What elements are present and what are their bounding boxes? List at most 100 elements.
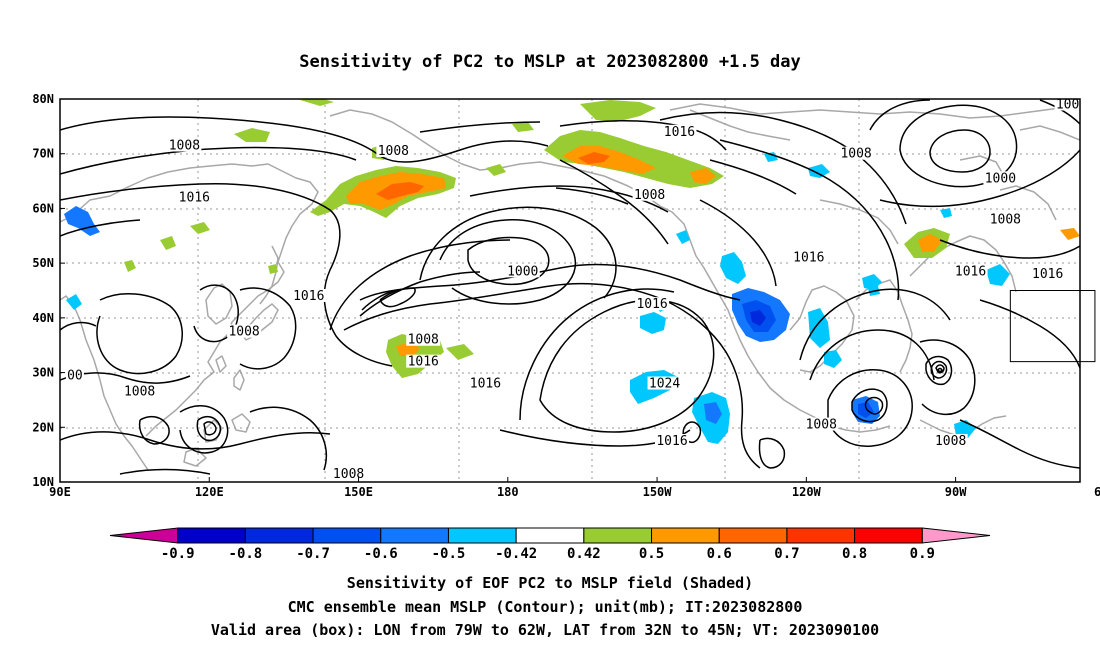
contour-label-bg xyxy=(1030,267,1065,281)
lat-tick-label: 10N xyxy=(32,475,54,489)
contour-label: 1008 xyxy=(378,144,409,159)
contour-label: 1016 xyxy=(408,355,439,370)
contour-labels: 1008 1008 1016 1016 1008 00 1008 1008 1016 1008 10… xyxy=(65,97,1080,482)
caption-line-3: Valid area (box): LON from 79W to 62W, L… xyxy=(211,621,879,639)
contour-label: 1016 xyxy=(636,297,667,312)
colorbar-swatch xyxy=(447,527,517,544)
contour-label-bg xyxy=(227,324,262,338)
contour-label-bg xyxy=(655,433,689,447)
colorbar-swatch xyxy=(177,527,246,544)
coastlines xyxy=(60,103,1080,471)
lat-tick-label: 40N xyxy=(32,311,54,325)
colorbar-swatch xyxy=(515,527,585,544)
contour-label: 00 xyxy=(67,368,83,383)
contour-label: 1000 xyxy=(985,171,1016,186)
map-frame xyxy=(59,98,1081,483)
colorbar-swatch xyxy=(786,527,856,544)
contour-label-bg xyxy=(933,433,968,447)
contour-label-bg xyxy=(988,212,1023,226)
figure-title: Sensitivity of PC2 to MSLP at 2023082800… xyxy=(299,52,801,72)
colorbar-swatch xyxy=(380,527,449,544)
lat-tick-label: 20N xyxy=(32,420,54,434)
contour-label-bg xyxy=(406,332,441,346)
mslp-contours xyxy=(60,99,1080,475)
contour-label-bg xyxy=(167,138,202,152)
valid-area-box xyxy=(1009,290,1096,363)
contour-label: 1008 xyxy=(228,325,259,340)
contour-label-bg xyxy=(953,264,988,278)
colorbar: -0.9 -0.8 -0.7 -0.6 -0.5 -0.42 0.42 0.5 0.6 0.7 0.… xyxy=(109,527,991,562)
colorbar-label: 0.7 xyxy=(774,546,799,562)
contour-label-bg xyxy=(177,190,212,204)
colorbar-swatch xyxy=(854,527,923,544)
longitude-axis: 90E 120E 150E 180 150W 120W 90W 60W xyxy=(49,477,1100,499)
contour-label: 1016 xyxy=(293,289,324,304)
contour-label: 1016 xyxy=(1032,267,1063,282)
colorbar-label: -0.6 xyxy=(364,546,398,562)
colorbar-label: 0.9 xyxy=(910,546,935,562)
latitude-axis: 80N 70N 60N 50N 40N 30N 20N 10N xyxy=(32,92,65,489)
contour-label: 1008 xyxy=(840,147,871,162)
lat-tick-label: 30N xyxy=(32,366,54,380)
contour-label-bg xyxy=(468,376,503,390)
caption-line-1: Sensitivity of EOF PC2 to MSLP field (Sh… xyxy=(347,574,753,592)
contour-label-bg xyxy=(406,354,441,368)
colorbar-label: 0.8 xyxy=(842,546,867,562)
colorbar-swatch xyxy=(921,527,991,544)
colorbar-label: -0.7 xyxy=(296,546,330,562)
contour-label: 1024 xyxy=(649,377,680,392)
colorbar-label: 0.42 xyxy=(567,546,601,562)
contour-label: 1008 xyxy=(408,333,439,348)
colorbar-label: -0.9 xyxy=(161,546,195,562)
contour-label-bg xyxy=(635,297,670,311)
colorbar-label: 0.5 xyxy=(639,546,664,562)
contour-label: 1008 xyxy=(333,467,364,482)
colorbar-swatch xyxy=(583,527,653,544)
contour-label: 1008 xyxy=(169,139,200,154)
contour-label: 100 xyxy=(1056,97,1079,112)
contour-label-bg xyxy=(662,124,697,138)
lon-tick-label: 120E xyxy=(195,485,224,499)
contour-label-bg xyxy=(839,146,874,160)
lon-tick-label: 150E xyxy=(344,485,373,499)
contour-label-bg xyxy=(331,466,366,480)
contour-label-bg xyxy=(804,417,839,431)
lat-tick-label: 60N xyxy=(32,201,54,215)
lon-tick-label: 90E xyxy=(49,485,71,499)
contour-label: 1000 xyxy=(507,264,538,279)
contour-label: 1008 xyxy=(990,212,1021,227)
lon-tick-label: 120W xyxy=(792,485,822,499)
contour-label: 1008 xyxy=(124,385,155,400)
contour-label-bg xyxy=(291,288,326,302)
colorbar-swatch xyxy=(312,527,382,544)
colorbar-swatch xyxy=(651,527,720,544)
contour-label-bg xyxy=(983,171,1018,185)
colorbar-label: -0.5 xyxy=(432,546,466,562)
colorbar-label: -0.42 xyxy=(495,546,537,562)
contour-label-bg xyxy=(632,187,667,201)
colorbar-label: 0.6 xyxy=(707,546,732,562)
contour-label: 1008 xyxy=(806,418,837,433)
lon-tick-label: 180 xyxy=(497,485,519,499)
contour-label: 1016 xyxy=(470,377,501,392)
contour-label: 1016 xyxy=(664,125,695,140)
colorbar-swatch xyxy=(718,527,788,544)
contour-label-bg xyxy=(647,376,682,390)
lon-tick-label: 90W xyxy=(945,485,967,499)
contour-label-bg xyxy=(791,250,826,264)
lon-tick-label: 150W xyxy=(643,485,673,499)
lat-tick-label: 70N xyxy=(32,147,54,161)
contour-label-bg xyxy=(505,264,540,278)
lat-tick-label: 80N xyxy=(32,92,54,106)
map-panel: 1008 1008 1016 1016 1008 00 1008 1008 1016 1008 10… xyxy=(59,97,1096,483)
colorbar-swatch xyxy=(109,527,179,544)
contour-label: 1016 xyxy=(179,190,210,205)
contour-label: 1016 xyxy=(793,251,824,266)
contour-label: 1016 xyxy=(656,434,687,449)
lon-tick-label: 60W xyxy=(1094,485,1100,499)
lat-tick-label: 50N xyxy=(32,256,54,270)
contour-label-bg xyxy=(376,143,411,157)
contour-label: 1008 xyxy=(935,434,966,449)
caption-line-2: CMC ensemble mean MSLP (Contour); unit(m… xyxy=(288,598,803,616)
